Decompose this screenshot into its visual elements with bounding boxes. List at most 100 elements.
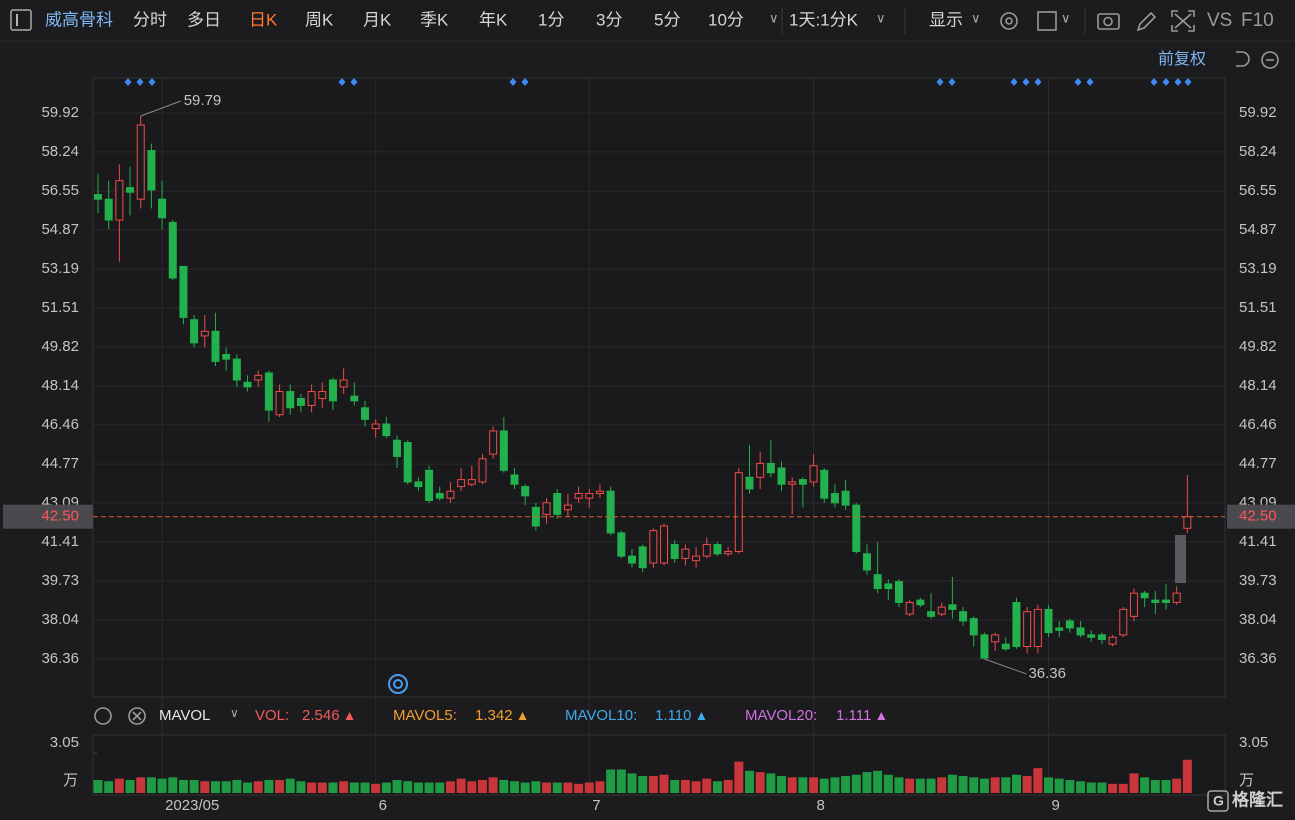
trend-arrow <box>518 712 527 720</box>
period-tab[interactable]: 多日 <box>187 10 221 29</box>
event-marker[interactable] <box>1162 78 1170 86</box>
volume-bar <box>371 783 381 793</box>
fullscreen-icon[interactable] <box>1171 10 1195 32</box>
indicator-item: MAVOL20: <box>745 707 817 724</box>
event-marker[interactable] <box>1034 78 1042 86</box>
event-marker[interactable] <box>350 78 358 86</box>
period-tab[interactable]: 年K <box>479 10 508 29</box>
period-tab[interactable]: 周K <box>305 10 334 29</box>
event-marker[interactable] <box>1150 78 1158 86</box>
camera-icon[interactable] <box>1097 13 1120 30</box>
event-marker[interactable] <box>948 78 956 86</box>
period-tab[interactable]: 日K <box>249 10 278 29</box>
x-tick-label: 9 <box>1052 797 1060 814</box>
vs-button[interactable]: VS <box>1207 10 1232 31</box>
zoom-out-icon[interactable] <box>1261 51 1279 69</box>
event-marker[interactable] <box>1022 78 1030 86</box>
display-menu[interactable]: 显示 <box>929 10 963 29</box>
y-tick-label: 58.24 <box>41 143 79 160</box>
f10-button[interactable]: F10 <box>1241 10 1274 31</box>
event-marker[interactable] <box>124 78 132 86</box>
candle-body <box>318 391 327 400</box>
event-marker[interactable] <box>1174 78 1182 86</box>
period-tab[interactable]: 3分 <box>596 10 622 29</box>
indicator-close[interactable] <box>128 707 146 725</box>
undo-icon[interactable] <box>1236 51 1250 67</box>
candle-body <box>478 458 487 483</box>
menu-icon[interactable] <box>10 9 32 31</box>
event-marker[interactable] <box>1086 78 1094 86</box>
candle-body <box>724 550 733 555</box>
period-tab[interactable]: 10分 <box>708 10 744 29</box>
candle-body <box>1076 627 1085 636</box>
candle-body <box>873 574 882 590</box>
candle-body <box>574 493 583 499</box>
last-price-label-right: 42.50 <box>1239 508 1277 525</box>
volume-bar <box>691 781 701 793</box>
candle-body <box>425 469 434 501</box>
y-tick-label-right: 54.87 <box>1239 221 1277 238</box>
candle-body <box>830 493 839 504</box>
period-tab[interactable]: 季K <box>420 10 449 29</box>
draw-icon[interactable] <box>1136 11 1157 32</box>
event-marker[interactable] <box>936 78 944 86</box>
period-select[interactable]: 1天:1分K <box>789 10 859 29</box>
dropdown-caret[interactable]: ∨ <box>876 10 886 25</box>
volume-bar <box>360 782 370 793</box>
indicator-name[interactable]: MAVOL <box>159 707 210 724</box>
dropdown-caret[interactable]: ∨ <box>1061 10 1071 25</box>
volume-bar <box>328 782 338 793</box>
volume-bar <box>456 778 466 793</box>
volume-bar <box>1108 783 1118 793</box>
volume-bar <box>755 772 765 793</box>
volume-bar <box>253 781 263 793</box>
candle-body <box>115 180 124 221</box>
candle-body <box>361 407 369 420</box>
volume-bar <box>1065 779 1075 793</box>
volume-unit: 万 <box>63 772 78 789</box>
candle-body <box>499 430 508 471</box>
layout-icon[interactable] <box>1037 11 1057 31</box>
period-tab[interactable]: 月K <box>363 10 392 29</box>
y-tick-label-right: 48.14 <box>1239 377 1277 394</box>
event-marker[interactable] <box>1184 78 1192 86</box>
y-tick-label-right: 39.73 <box>1239 572 1277 589</box>
candle-body <box>649 530 658 564</box>
volume-bar <box>510 781 520 793</box>
event-marker[interactable] <box>338 78 346 86</box>
y-tick-label-right: 51.51 <box>1239 299 1277 316</box>
y-tick-label: 48.14 <box>41 377 79 394</box>
volume-bar <box>520 782 530 793</box>
volume-bar <box>915 778 925 793</box>
volume-bar <box>851 774 861 793</box>
event-marker[interactable] <box>1010 78 1018 86</box>
indicator-settings[interactable] <box>94 707 112 725</box>
adjust-mode[interactable]: 前复权 <box>1158 50 1206 68</box>
x-tick-label: 8 <box>817 797 825 814</box>
candle-body <box>382 423 391 437</box>
period-tab[interactable]: 1分 <box>538 10 564 29</box>
candle-body <box>777 467 786 485</box>
y-tick-label: 41.41 <box>41 533 79 550</box>
event-marker[interactable] <box>148 78 156 86</box>
trend-arrow <box>697 712 706 720</box>
info-icon-core <box>393 679 403 689</box>
info-icon[interactable] <box>388 674 408 694</box>
volume-bar <box>114 778 124 793</box>
event-marker[interactable] <box>136 78 144 86</box>
candle-body <box>126 187 135 193</box>
candle-body <box>980 634 989 659</box>
dropdown-caret[interactable]: ∨ <box>971 10 981 25</box>
settings-icon[interactable] <box>1000 12 1018 30</box>
event-marker[interactable] <box>509 78 517 86</box>
dropdown-caret[interactable]: ∨ <box>769 10 779 25</box>
period-tab[interactable]: 5分 <box>654 10 680 29</box>
dropdown-caret[interactable]: ∨ <box>230 706 239 720</box>
y-tick-label-right: 53.19 <box>1239 260 1277 277</box>
event-marker[interactable] <box>1074 78 1082 86</box>
period-tab[interactable]: 分时 <box>133 10 167 29</box>
candle-body <box>94 194 102 200</box>
event-marker[interactable] <box>521 78 529 86</box>
candle-body <box>275 391 284 416</box>
volume-bar <box>146 777 156 793</box>
